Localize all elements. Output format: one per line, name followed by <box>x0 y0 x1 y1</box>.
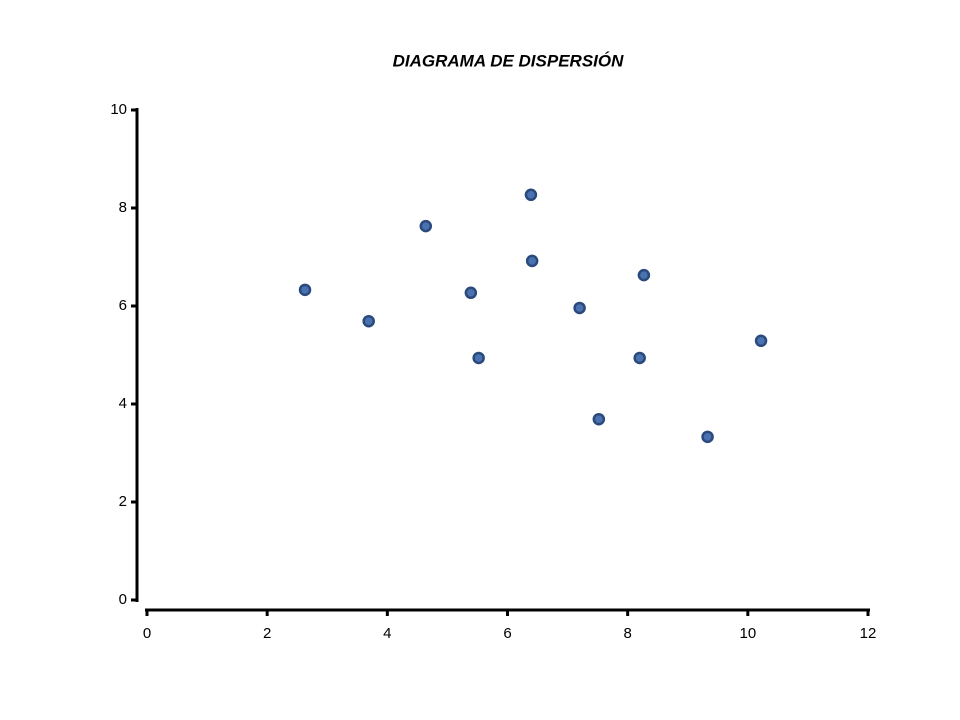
y-tick-label: 6 <box>119 297 127 314</box>
point <box>592 412 606 426</box>
point <box>701 430 714 444</box>
point <box>573 301 586 315</box>
point <box>637 268 651 282</box>
x-tick-label: 2 <box>263 625 271 642</box>
x-tick-label: 10 <box>739 625 756 642</box>
y-tick-label: 8 <box>119 199 127 216</box>
y-tick-label: 4 <box>119 395 127 412</box>
x-tick-label: 0 <box>143 625 151 642</box>
point <box>524 188 538 202</box>
point <box>419 219 433 233</box>
y-tick-label: 2 <box>119 493 127 510</box>
point <box>464 286 478 300</box>
chart-title: DIAGRAMA DE DISPERSIÓN <box>393 51 625 70</box>
x-tick-label: 4 <box>383 625 391 642</box>
point <box>525 254 539 268</box>
point <box>298 283 312 297</box>
point <box>472 351 485 365</box>
x-tick-label: 12 <box>860 625 877 642</box>
point <box>633 351 646 365</box>
point <box>754 334 768 348</box>
point <box>362 314 375 328</box>
y-tick-label: 10 <box>110 101 127 118</box>
y-tick-label: 0 <box>119 591 127 608</box>
x-tick-label: 8 <box>623 625 631 642</box>
x-tick-label: 6 <box>503 625 511 642</box>
